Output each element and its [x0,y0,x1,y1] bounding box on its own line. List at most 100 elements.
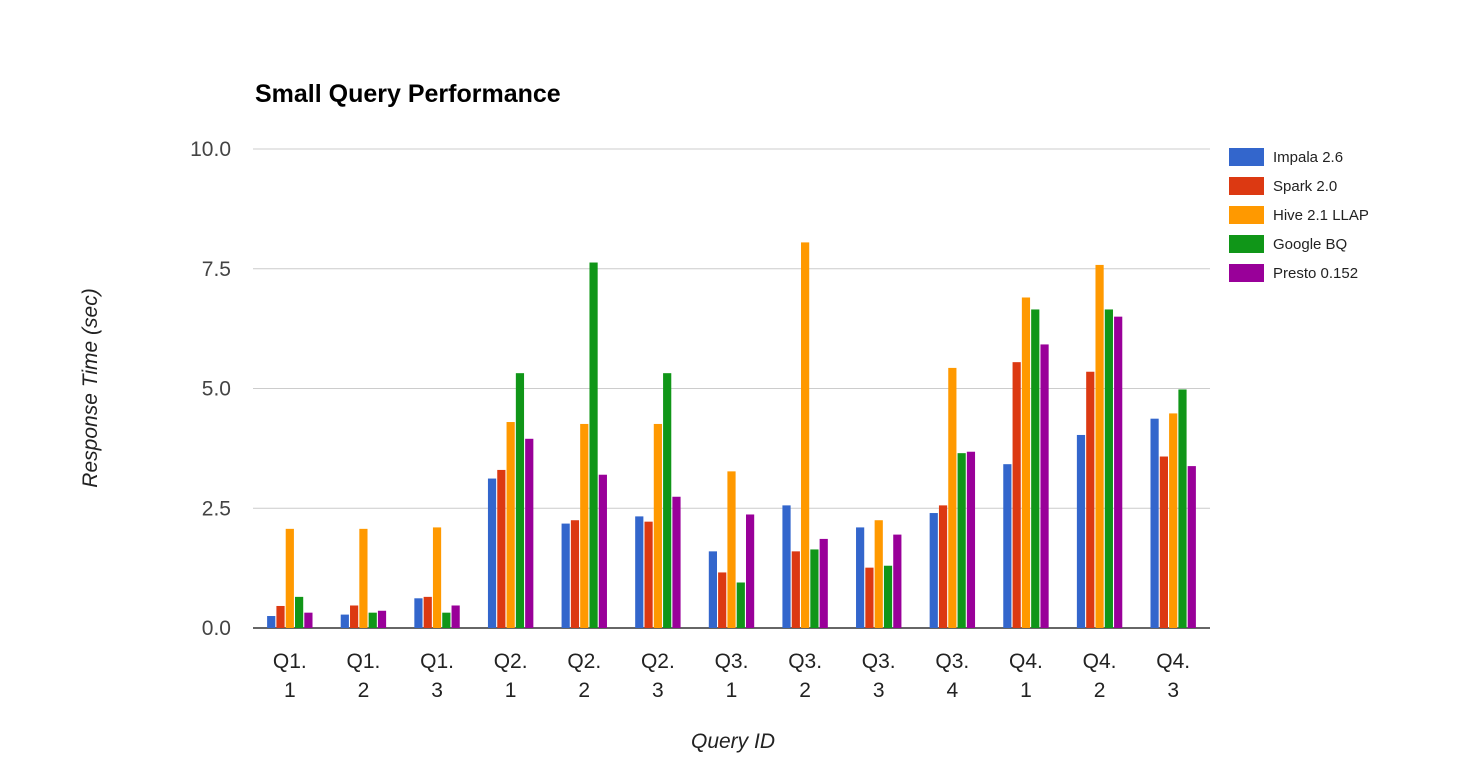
bar [432,527,442,628]
bar [938,505,948,628]
bar [598,474,607,628]
x-tick-label: 3 [1167,679,1179,702]
x-axis-label: Query ID [691,730,775,753]
bar [1150,418,1159,628]
bar [874,520,883,628]
x-tick-label: 3 [431,679,443,702]
bar [746,514,755,628]
bar [368,612,377,628]
bar [736,582,745,628]
bar [1086,371,1095,628]
x-tick-label: 2 [578,679,590,702]
bar [267,616,276,628]
x-tick-label: 1 [726,679,738,702]
bar [285,528,294,628]
bar [708,551,717,628]
bar [497,469,506,628]
bar [350,605,359,628]
legend-label: Presto 0.152 [1273,265,1358,282]
bar [1076,434,1086,628]
bar [451,605,460,628]
bars [267,242,1196,628]
y-axis-label: Response Time (sec) [79,288,102,487]
x-tick-label: 2 [799,679,811,702]
bar [1040,344,1049,628]
x-tick-label: 3 [873,679,885,702]
bar [423,596,432,628]
bar [948,367,957,628]
bar [718,572,727,628]
bar [663,373,672,628]
bar [561,523,570,628]
x-tick-label: Q1. [420,650,454,673]
x-tick-label: Q1. [346,650,380,673]
x-tick-label: 2 [358,679,370,702]
bar [506,422,515,628]
bar [1114,316,1123,628]
bar [1012,362,1021,628]
y-tick-label: 2.5 [202,497,231,520]
legend-swatch [1229,264,1264,282]
bar [580,423,589,628]
bar [644,521,653,628]
x-tick-label: Q4. [1083,650,1117,673]
y-tick-label: 7.5 [202,258,231,281]
bar [515,373,525,628]
bar [276,605,285,628]
legend-swatch [1229,235,1264,253]
bar [1159,456,1168,628]
bar [883,565,893,628]
bar [1003,464,1012,628]
legend-label: Spark 2.0 [1273,178,1337,195]
bar [414,598,423,628]
x-tick-label: Q1. [273,650,307,673]
x-tick-label: 4 [947,679,959,702]
legend: Impala 2.6 Spark 2.0 Hive 2.1 LLAP Google B… [1229,148,1369,282]
x-tick-label: Q4. [1009,650,1043,673]
bar [487,478,497,628]
bar [727,471,736,628]
legend-swatch [1229,148,1264,166]
gridlines: 0.0 2.5 5.0 7.5 10.0 [190,138,1210,640]
bar [856,527,865,628]
bar [1031,309,1040,628]
bar [1104,309,1113,628]
bar [442,612,451,628]
legend-label: Impala 2.6 [1273,149,1343,166]
bar [570,520,580,628]
bar [782,505,791,628]
bar [340,614,349,628]
y-tick-label: 0.0 [202,617,231,640]
bar [929,513,938,628]
bar [304,612,313,628]
x-tick-label: Q2. [494,650,528,673]
x-tick-label: Q3. [935,650,969,673]
chart-title: Small Query Performance [255,80,561,108]
bar [810,549,819,628]
bar [359,528,368,628]
legend-swatch [1229,177,1264,195]
x-tick-label: Q3. [862,650,896,673]
x-tick-label: Q3. [715,650,749,673]
bar [791,551,800,628]
bar [672,496,681,628]
bar [1095,264,1104,628]
y-tick-label: 10.0 [190,138,231,161]
bar [1187,466,1196,628]
x-tick-label: Q2. [641,650,675,673]
legend-label: Google BQ [1273,236,1347,253]
x-tick-label: Q3. [788,650,822,673]
x-tick-label: 1 [505,679,517,702]
bar [525,438,534,628]
bar [1169,413,1178,628]
bar [653,423,662,628]
x-tick-label: 1 [1020,679,1032,702]
bar [635,516,644,628]
x-tick-label: 2 [1094,679,1106,702]
bar [957,453,966,628]
x-tick-label: Q4. [1156,650,1190,673]
y-tick-label: 5.0 [202,378,231,401]
x-tick-labels: Q1. 1 Q1. 2 Q1. 3 Q2. 1 Q2. 2 Q2. 3 Q3. 1 Q3. 2 Q3. 3 Q3. 4… [273,650,1190,702]
